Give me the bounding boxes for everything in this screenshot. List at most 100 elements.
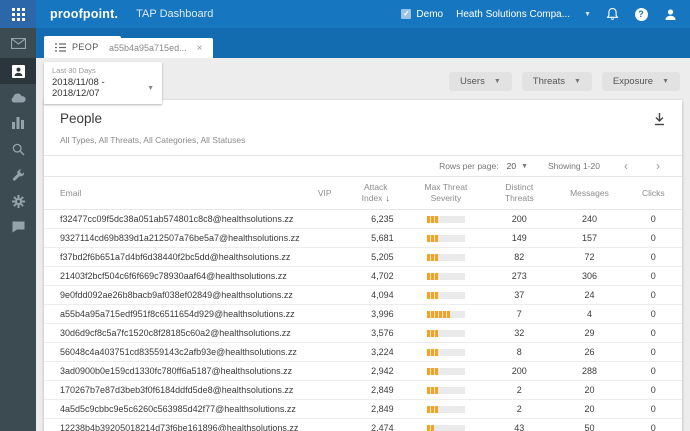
sidebar-item-reports[interactable] xyxy=(0,110,36,136)
sidebar-item-feedback[interactable] xyxy=(0,214,36,240)
tab-person-detail[interactable]: a55b4a95a715ed... × xyxy=(98,38,214,58)
severity-bar xyxy=(426,349,465,356)
demo-toggle[interactable]: ✓ Demo xyxy=(401,9,443,20)
demo-checkbox[interactable]: ✓ xyxy=(401,9,412,19)
table-row[interactable]: 21403f2bcf504c6f6f669c78930aaf64@healths… xyxy=(44,266,682,286)
table-row[interactable]: 30d6d9cf8c5a7fc1520c8f28185c60a2@healths… xyxy=(44,323,682,343)
col-messages[interactable]: Messages xyxy=(554,177,625,210)
table-row[interactable]: f37bd2f6b651a7d4bf6d38440f2bc5dd@healths… xyxy=(44,247,682,267)
search-icon xyxy=(12,143,25,156)
vip-cell xyxy=(305,266,344,286)
table-row[interactable]: 3ad0900b0e159cd1330fc780ff6a5187@healths… xyxy=(44,361,682,381)
filter-summary: All Types, All Threats, All Categories, … xyxy=(44,133,682,156)
rows-per-page-label: Rows per page: xyxy=(439,161,499,171)
chevron-down-icon: ▼ xyxy=(584,10,591,18)
severity-bar xyxy=(426,235,465,242)
email-cell[interactable]: 3ad0900b0e159cd1330fc780ff6a5187@healths… xyxy=(44,361,306,381)
bar-chart-icon xyxy=(12,117,24,129)
table-header-row: Email VIP Attack Index ↓ Max Threat Sever… xyxy=(44,177,682,210)
severity-cell xyxy=(407,418,485,431)
messages-cell: 20 xyxy=(554,380,625,400)
email-cell[interactable]: 9e0fdd092ae26b8bacb9af038ef02849@healths… xyxy=(44,285,306,305)
attack-index-cell: 4,094 xyxy=(343,285,408,305)
col-vip[interactable]: VIP xyxy=(305,177,344,210)
table-row[interactable]: 9e0fdd092ae26b8bacb9af038ef02849@healths… xyxy=(44,285,682,305)
email-cell[interactable]: 170267b7e87d3beb3f0f6184ddfd5de8@healths… xyxy=(44,380,306,400)
user-menu-button[interactable] xyxy=(662,6,678,22)
severity-cell xyxy=(407,342,485,362)
table-body: f32477cc09f5dc38a051ab574801c8c8@healths… xyxy=(44,209,682,431)
close-icon[interactable]: × xyxy=(196,42,203,54)
table-row[interactable]: 9327114cd69b839d1a212507a76be5a7@healths… xyxy=(44,228,682,248)
prev-page-button[interactable]: ‹ xyxy=(624,159,628,173)
col-attack-index[interactable]: Attack Index ↓ xyxy=(343,177,408,210)
attack-index-cell: 2,942 xyxy=(343,361,408,381)
email-cell[interactable]: a55b4a95a715edf951f8c6511654d929@healths… xyxy=(44,304,306,324)
rows-per-page-value: 20 xyxy=(506,161,517,171)
sidebar-item-cloud[interactable] xyxy=(0,84,36,110)
email-cell[interactable]: 9327114cd69b839d1a212507a76be5a7@healths… xyxy=(44,228,306,248)
severity-cell xyxy=(407,228,485,248)
sort-desc-icon: ↓ xyxy=(385,192,390,203)
table-row[interactable]: 56048c4a403751cd83559143c2afb93e@healths… xyxy=(44,342,682,362)
threats-filter-button[interactable]: Threats ▼ xyxy=(521,72,592,91)
sidebar-item-people[interactable] xyxy=(0,58,36,84)
severity-bar xyxy=(426,368,465,375)
email-cell[interactable]: 30d6d9cf8c5a7fc1520c8f28185c60a2@healths… xyxy=(44,323,306,343)
company-selector[interactable]: Heath Solutions Compa... ▼ xyxy=(456,9,591,20)
date-range-select[interactable]: Last 30 Days 2018/11/08 - 2018/12/07 ▼ xyxy=(44,62,162,104)
clicks-cell: 0 xyxy=(624,285,682,305)
help-button[interactable]: ? xyxy=(633,6,649,22)
wrench-icon xyxy=(12,168,25,182)
notifications-button[interactable] xyxy=(604,6,620,22)
table-row[interactable]: f32477cc09f5dc38a051ab574801c8c8@healths… xyxy=(44,209,682,229)
distinct-threats-cell: 32 xyxy=(484,323,555,343)
clicks-cell: 0 xyxy=(624,342,682,362)
filter-pills: Users ▼ Threats ▼ Exposure ▼ xyxy=(449,72,680,91)
gear-icon xyxy=(11,194,25,208)
severity-cell xyxy=(407,380,485,400)
col-clicks[interactable]: Clicks xyxy=(624,177,682,210)
apps-grid-button[interactable] xyxy=(0,0,36,28)
sidebar-item-search[interactable] xyxy=(0,136,36,162)
col-max-threat-severity[interactable]: Max Threat Severity xyxy=(407,177,485,210)
table-row[interactable]: 4a5d5c9cbbc9e5c6260c563985d42f77@healths… xyxy=(44,399,682,419)
vip-cell xyxy=(305,418,344,431)
table-row[interactable]: 12238b4b39205018214d73f6be161896@healths… xyxy=(44,418,682,431)
clicks-cell: 0 xyxy=(624,209,682,229)
next-page-button[interactable]: › xyxy=(656,159,660,173)
messages-cell: 26 xyxy=(554,342,625,362)
sidebar-item-email[interactable] xyxy=(0,28,36,58)
email-cell[interactable]: f37bd2f6b651a7d4bf6d38440f2bc5dd@healths… xyxy=(44,247,306,267)
rows-per-page-select[interactable]: 20 ▼ xyxy=(507,161,528,171)
email-cell[interactable]: 21403f2bcf504c6f6f669c78930aaf64@healths… xyxy=(44,266,306,286)
users-filter-button[interactable]: Users ▼ xyxy=(449,72,512,91)
table-row[interactable]: 170267b7e87d3beb3f0f6184ddfd5de8@healths… xyxy=(44,380,682,400)
chevron-down-icon: ▼ xyxy=(493,78,501,85)
download-button[interactable] xyxy=(653,112,666,126)
email-cell[interactable]: 56048c4a403751cd83559143c2afb93e@healths… xyxy=(44,342,306,362)
list-icon xyxy=(55,42,66,52)
sidebar-item-settings[interactable] xyxy=(0,188,36,214)
email-cell[interactable]: 4a5d5c9cbbc9e5c6260c563985d42f77@healths… xyxy=(44,399,306,419)
chevron-down-icon: ▼ xyxy=(521,162,529,170)
table-row[interactable]: a55b4a95a715edf951f8c6511654d929@healths… xyxy=(44,304,682,324)
attack-index-cell: 4,702 xyxy=(343,266,408,286)
email-cell[interactable]: f32477cc09f5dc38a051ab574801c8c8@healths… xyxy=(44,209,306,229)
messages-cell: 157 xyxy=(554,228,625,248)
sidebar-item-tools[interactable] xyxy=(0,162,36,188)
vip-cell xyxy=(305,304,344,324)
severity-bar xyxy=(426,387,465,394)
users-filter-label: Users xyxy=(460,76,485,87)
severity-cell xyxy=(407,247,485,267)
clicks-cell: 0 xyxy=(624,247,682,267)
page-title: People xyxy=(60,111,103,126)
clicks-cell: 0 xyxy=(624,399,682,419)
col-email[interactable]: Email xyxy=(44,177,306,210)
people-table: Email VIP Attack Index ↓ Max Threat Sever… xyxy=(44,177,682,431)
col-distinct-threats[interactable]: Distinct Threats xyxy=(484,177,555,210)
vip-cell xyxy=(305,285,344,305)
email-cell[interactable]: 12238b4b39205018214d73f6be161896@healths… xyxy=(44,418,306,431)
exposure-filter-button[interactable]: Exposure ▼ xyxy=(601,72,680,91)
distinct-threats-cell: 37 xyxy=(484,285,555,305)
